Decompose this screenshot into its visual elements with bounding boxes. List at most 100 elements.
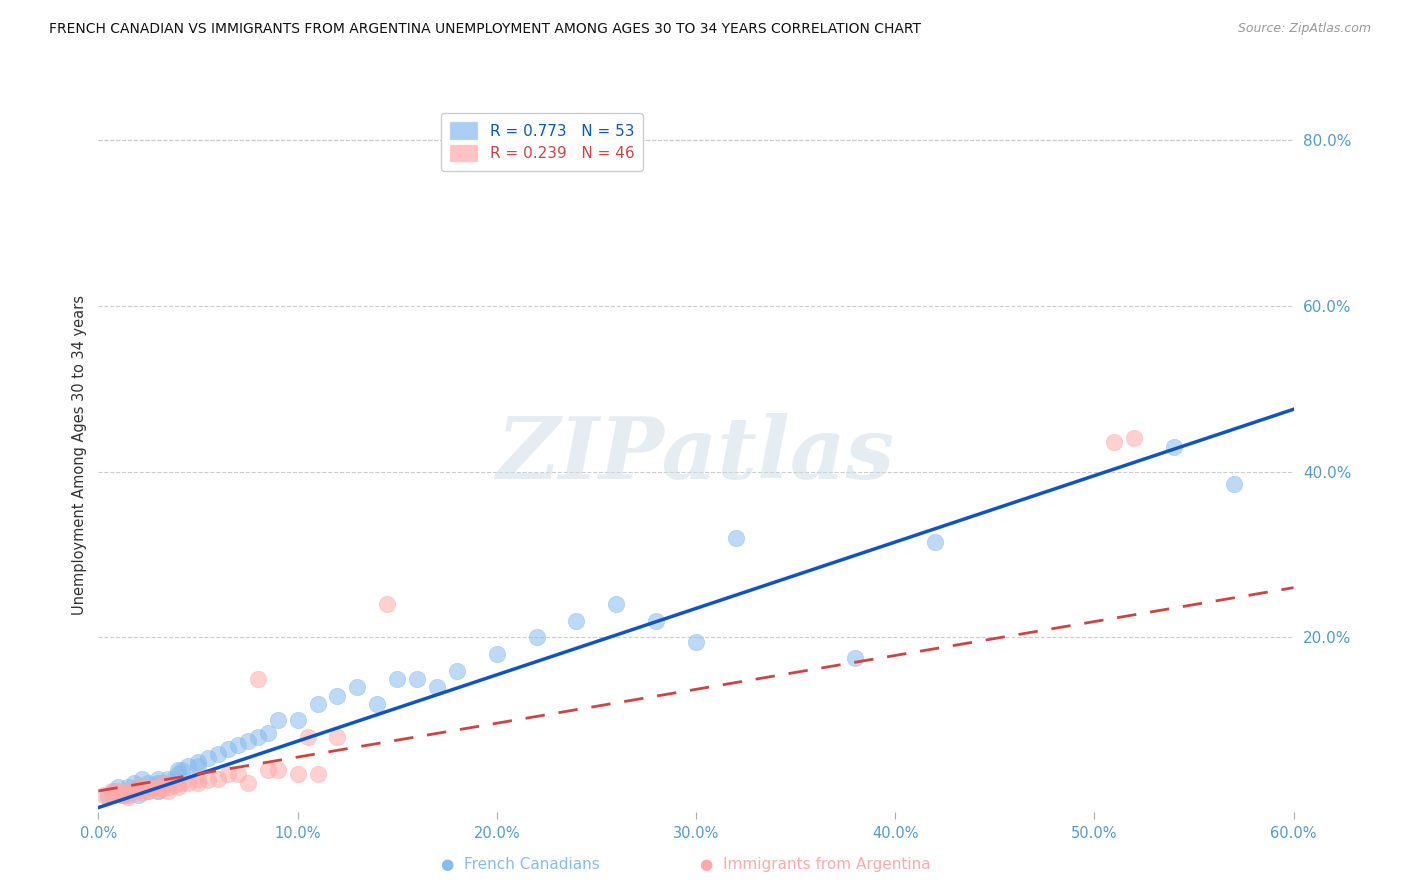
- Point: [101, 784, 124, 798]
- Point: [187, 772, 209, 786]
- Point: [124, 775, 146, 789]
- Point: [605, 597, 627, 611]
- Point: [172, 775, 194, 789]
- Point: [1222, 477, 1246, 491]
- Point: [136, 784, 159, 798]
- Point: [226, 739, 249, 753]
- Point: [197, 751, 219, 765]
- Point: [157, 772, 180, 786]
- Point: [131, 781, 153, 796]
- Point: [446, 664, 468, 678]
- Point: [127, 784, 149, 798]
- Text: Source: ZipAtlas.com: Source: ZipAtlas.com: [1237, 22, 1371, 36]
- Point: [307, 767, 329, 781]
- Point: [385, 672, 409, 686]
- Point: [256, 763, 278, 777]
- Point: [924, 535, 946, 549]
- Point: [172, 763, 194, 777]
- Text: FRENCH CANADIAN VS IMMIGRANTS FROM ARGENTINA UNEMPLOYMENT AMONG AGES 30 TO 34 YE: FRENCH CANADIAN VS IMMIGRANTS FROM ARGEN…: [49, 22, 921, 37]
- Point: [131, 787, 153, 801]
- Point: [485, 647, 508, 661]
- Y-axis label: Unemployment Among Ages 30 to 34 years: Unemployment Among Ages 30 to 34 years: [72, 295, 87, 615]
- Point: [97, 788, 120, 802]
- Point: [107, 784, 129, 798]
- Point: [375, 597, 398, 611]
- Point: [197, 773, 219, 788]
- Point: [131, 772, 153, 786]
- Point: [97, 789, 120, 804]
- Point: [111, 788, 134, 802]
- Point: [136, 784, 159, 798]
- Point: [685, 634, 707, 648]
- Point: [226, 767, 249, 781]
- Point: [150, 781, 173, 796]
- Point: [117, 789, 139, 804]
- Point: [207, 772, 229, 786]
- Point: [127, 780, 149, 794]
- Point: [526, 631, 548, 645]
- Legend: R = 0.773   N = 53, R = 0.239   N = 46: R = 0.773 N = 53, R = 0.239 N = 46: [440, 113, 644, 170]
- Point: [93, 788, 115, 802]
- Point: [163, 778, 186, 792]
- Point: [844, 651, 866, 665]
- Point: [207, 747, 229, 761]
- Point: [136, 780, 159, 794]
- Point: [167, 775, 190, 789]
- Point: [287, 714, 309, 728]
- Point: [117, 788, 139, 802]
- Point: [187, 775, 209, 789]
- Point: [645, 614, 668, 628]
- Point: [148, 784, 170, 798]
- Point: [148, 775, 170, 789]
- Text: ZIPatlas: ZIPatlas: [496, 413, 896, 497]
- Point: [167, 780, 190, 794]
- Point: [565, 614, 588, 628]
- Point: [187, 755, 209, 769]
- Point: [236, 775, 259, 789]
- Point: [124, 784, 146, 798]
- Point: [112, 784, 135, 798]
- Point: [107, 780, 129, 794]
- Point: [1102, 435, 1125, 450]
- Point: [163, 772, 186, 786]
- Point: [426, 680, 449, 694]
- Point: [103, 784, 125, 798]
- Point: [167, 767, 190, 781]
- Point: [326, 689, 349, 703]
- Point: [366, 697, 388, 711]
- Point: [246, 730, 269, 744]
- Point: [167, 763, 190, 777]
- Point: [177, 775, 200, 789]
- Point: [117, 787, 139, 801]
- Point: [267, 763, 290, 777]
- Point: [256, 726, 278, 740]
- Point: [157, 784, 180, 798]
- Point: [143, 781, 166, 796]
- Text: ●  French Canadians: ● French Canadians: [441, 857, 599, 872]
- Point: [177, 759, 200, 773]
- Point: [217, 767, 239, 781]
- Point: [143, 780, 166, 794]
- Point: [217, 742, 239, 756]
- Point: [406, 672, 429, 686]
- Point: [103, 788, 125, 802]
- Point: [157, 780, 180, 794]
- Point: [297, 730, 319, 744]
- Point: [111, 788, 134, 802]
- Point: [1123, 431, 1146, 445]
- Text: ●  Immigrants from Argentina: ● Immigrants from Argentina: [700, 857, 931, 872]
- Point: [107, 787, 129, 801]
- Point: [236, 734, 259, 748]
- Point: [148, 784, 170, 798]
- Point: [127, 788, 149, 802]
- Point: [136, 775, 159, 789]
- Point: [153, 775, 176, 789]
- Point: [287, 767, 309, 781]
- Point: [187, 759, 209, 773]
- Point: [148, 772, 170, 786]
- Point: [267, 714, 290, 728]
- Point: [246, 672, 269, 686]
- Point: [346, 680, 368, 694]
- Point: [1163, 440, 1185, 454]
- Point: [150, 775, 173, 789]
